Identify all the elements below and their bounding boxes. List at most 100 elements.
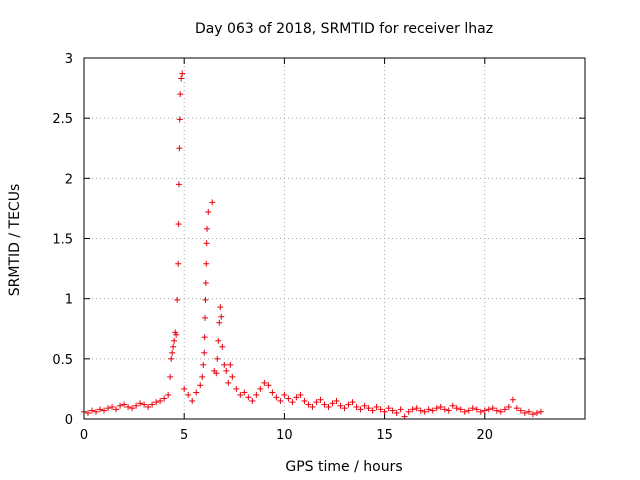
data-point xyxy=(373,403,380,410)
data-point xyxy=(317,396,324,403)
y-tick-label: 0 xyxy=(65,413,73,428)
data-point xyxy=(189,397,196,404)
data-point xyxy=(97,406,104,413)
data-point xyxy=(437,403,444,410)
data-point xyxy=(178,75,185,82)
data-point xyxy=(93,408,100,415)
chart-title: Day 063 of 2018, SRMTID for receiver lha… xyxy=(195,21,493,37)
x-tick-label: 0 xyxy=(80,428,88,443)
data-point xyxy=(245,394,252,401)
data-point xyxy=(129,405,136,412)
data-point xyxy=(174,296,181,303)
data-point xyxy=(357,406,364,413)
y-tick-label: 1 xyxy=(65,293,73,308)
data-point xyxy=(521,409,528,416)
data-point xyxy=(537,408,544,415)
data-point xyxy=(201,349,208,356)
data-point xyxy=(149,401,156,408)
y-axis-title: SRMTID / TECUs xyxy=(7,184,23,297)
data-point xyxy=(204,225,211,232)
data-point xyxy=(365,405,372,412)
data-point xyxy=(193,389,200,396)
data-point xyxy=(301,397,308,404)
data-point xyxy=(289,399,296,406)
data-point xyxy=(209,199,216,206)
data-point xyxy=(105,405,112,412)
data-point xyxy=(121,401,128,408)
data-point xyxy=(167,373,174,380)
data-point xyxy=(281,391,288,398)
data-point xyxy=(313,399,320,406)
data-point xyxy=(497,408,504,415)
data-point xyxy=(170,343,177,350)
y-tick-label: 3 xyxy=(65,52,73,67)
data-point xyxy=(175,221,182,228)
data-point xyxy=(481,407,488,414)
data-point xyxy=(161,395,168,402)
data-point xyxy=(489,405,496,412)
data-point xyxy=(223,367,230,374)
data-point xyxy=(493,407,500,414)
data-point xyxy=(277,397,284,404)
data-point xyxy=(214,355,221,362)
data-point xyxy=(417,407,424,414)
data-point xyxy=(393,409,400,416)
data-point xyxy=(175,181,182,188)
data-point xyxy=(421,408,428,415)
data-point xyxy=(477,408,484,415)
data-point xyxy=(329,400,336,407)
data-point xyxy=(233,385,240,392)
data-point xyxy=(181,385,188,392)
data-point xyxy=(219,343,226,350)
data-point xyxy=(445,407,452,414)
data-point xyxy=(525,408,532,415)
data-point xyxy=(253,391,260,398)
data-point xyxy=(117,402,124,409)
data-point xyxy=(171,337,178,344)
data-point xyxy=(218,313,225,320)
data-point xyxy=(176,145,183,152)
data-point xyxy=(285,395,292,402)
data-point xyxy=(369,407,376,414)
data-point xyxy=(202,314,209,321)
y-tick-label: 1.5 xyxy=(52,233,73,248)
data-point xyxy=(168,355,175,362)
data-point xyxy=(197,382,204,389)
data-point xyxy=(505,403,512,410)
data-point xyxy=(337,402,344,409)
data-point xyxy=(273,394,280,401)
y-tick-label: 2.5 xyxy=(52,112,73,127)
data-point xyxy=(269,389,276,396)
data-point xyxy=(216,319,223,326)
data-point xyxy=(249,397,256,404)
data-point xyxy=(405,408,412,415)
data-point xyxy=(413,405,420,412)
data-point xyxy=(176,116,183,123)
data-point xyxy=(165,391,172,398)
data-point xyxy=(389,407,396,414)
data-point xyxy=(225,379,232,386)
data-point xyxy=(449,402,456,409)
data-point xyxy=(205,209,212,216)
data-point xyxy=(509,396,516,403)
data-point xyxy=(202,296,209,303)
data-point xyxy=(173,331,180,338)
data-point xyxy=(201,334,208,341)
data-point xyxy=(265,382,272,389)
data-point xyxy=(473,406,480,413)
x-tick-label: 15 xyxy=(376,428,393,443)
y-tick-label: 0.5 xyxy=(52,353,73,368)
x-tick-label: 20 xyxy=(477,428,494,443)
data-point xyxy=(397,406,404,413)
data-point xyxy=(381,408,388,415)
data-point xyxy=(241,389,248,396)
y-tick-label: 2 xyxy=(65,172,73,187)
data-point xyxy=(325,403,332,410)
data-point xyxy=(261,379,268,386)
data-point xyxy=(305,401,312,408)
data-point xyxy=(221,361,228,368)
data-point xyxy=(145,403,152,410)
data-point xyxy=(441,406,448,413)
data-point xyxy=(409,406,416,413)
